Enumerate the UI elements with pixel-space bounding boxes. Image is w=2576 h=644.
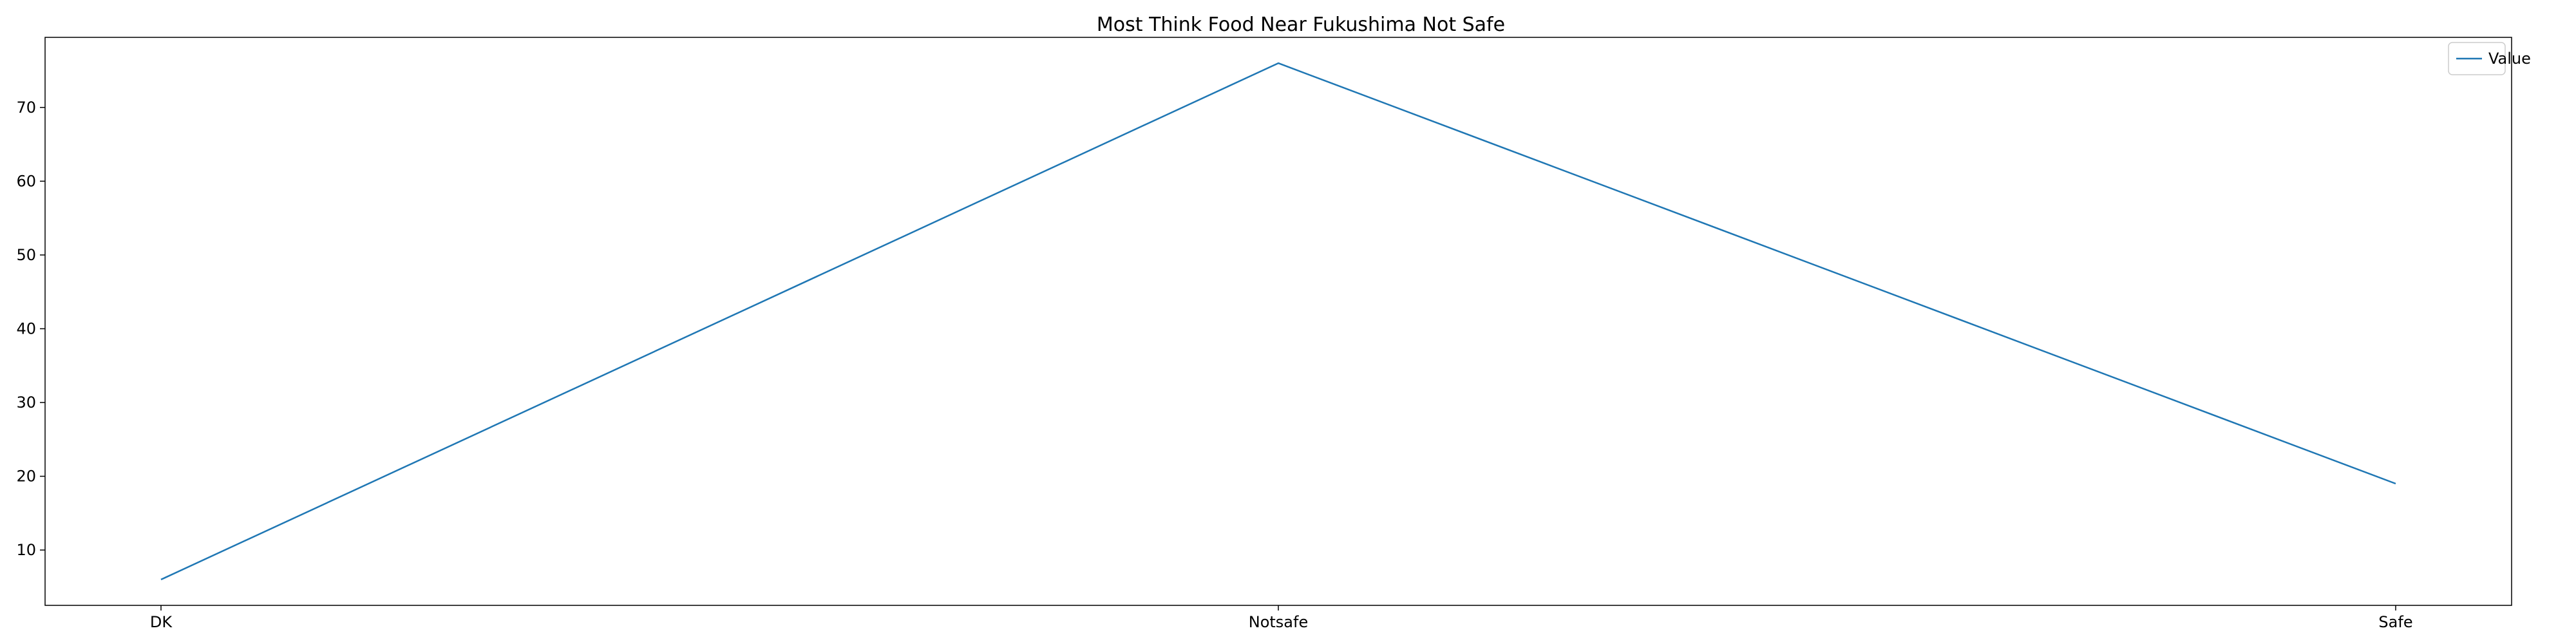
y-tick-label: 20 (16, 468, 36, 486)
series-line-value (160, 62, 2396, 581)
chart-title: Most Think Food Near Fukushima Not Safe (1097, 14, 1505, 36)
y-tick-label: 40 (16, 319, 36, 337)
plot-frame (44, 37, 2512, 606)
y-tick-label: 70 (16, 99, 36, 117)
y-tick-label: 50 (16, 246, 36, 264)
y-axis: 10 20 30 40 50 60 70 (16, 99, 45, 559)
legend: Value (2448, 42, 2531, 75)
y-tick-label: 10 (16, 541, 36, 559)
legend-label-value: Value (2488, 50, 2531, 68)
series-layer (160, 62, 2396, 581)
x-tick-label: Notsafe (1249, 613, 1308, 631)
x-tick-label: Safe (2378, 613, 2412, 631)
x-tick-label: DK (150, 613, 173, 631)
y-tick-label: 60 (16, 172, 36, 190)
y-tick-label: 30 (16, 393, 36, 412)
x-axis: DK Notsafe Safe (150, 605, 2413, 631)
